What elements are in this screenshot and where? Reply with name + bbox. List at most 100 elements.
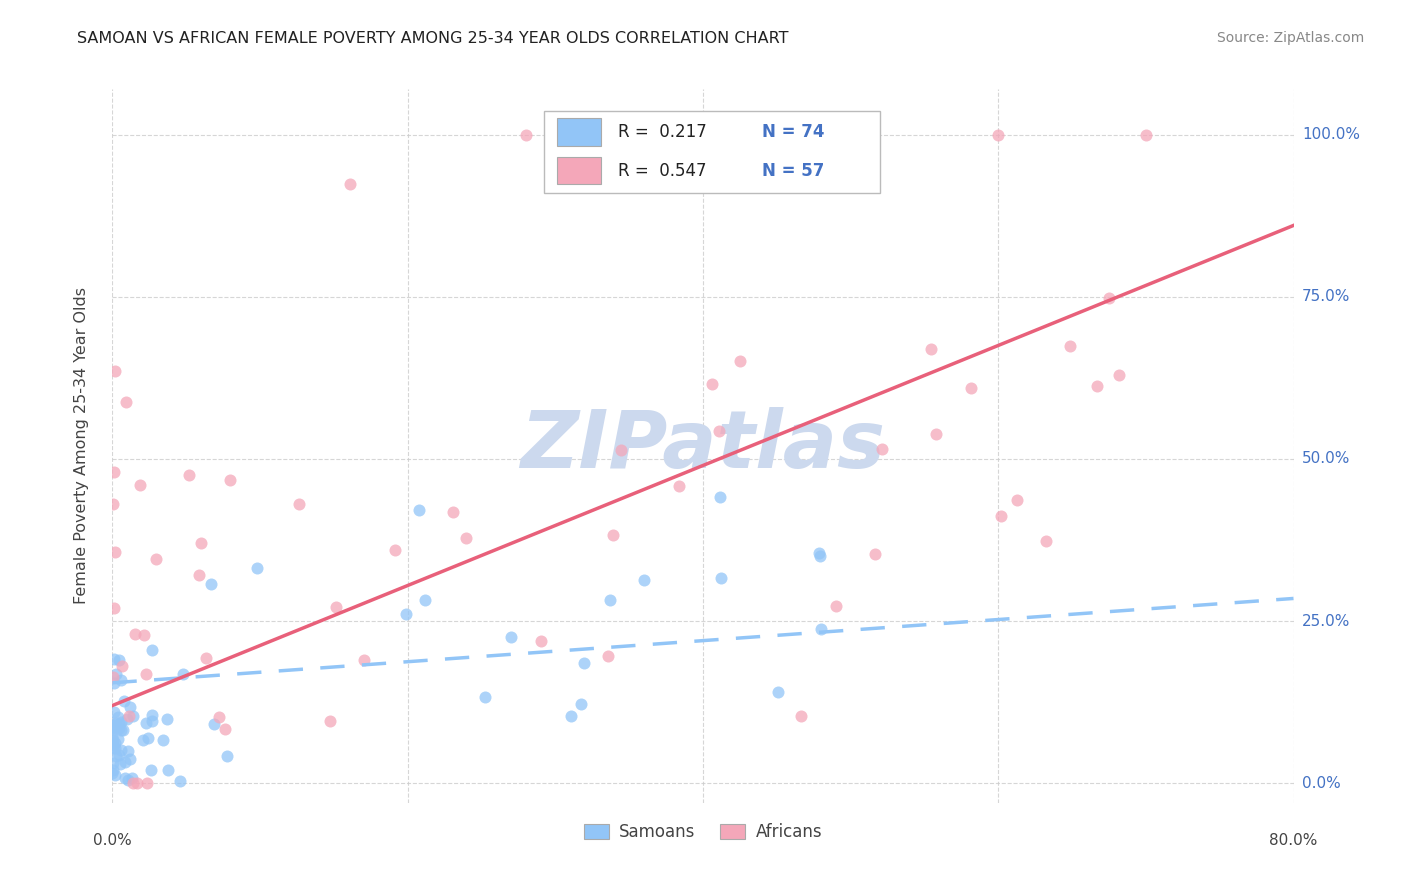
Point	[101, 740, 124, 755]
Text: 25.0%: 25.0%	[1302, 614, 1350, 629]
Point	[103, 652, 125, 666]
Point	[104, 715, 127, 730]
Point	[101, 730, 124, 744]
Point	[145, 551, 167, 566]
Point	[112, 694, 135, 708]
Point	[101, 721, 124, 735]
Point	[110, 673, 132, 687]
Point	[529, 633, 551, 648]
Point	[122, 776, 145, 790]
Point	[101, 733, 124, 747]
Point	[1135, 128, 1157, 142]
Point	[107, 721, 129, 735]
Point	[474, 690, 496, 704]
Point	[156, 712, 179, 726]
Point	[103, 705, 125, 719]
Point	[118, 752, 141, 766]
Text: SAMOAN VS AFRICAN FEMALE POVERTY AMONG 25-34 YEAR OLDS CORRELATION CHART: SAMOAN VS AFRICAN FEMALE POVERTY AMONG 2…	[77, 31, 789, 46]
Point	[152, 733, 174, 747]
Point	[136, 731, 159, 745]
Point	[101, 764, 124, 778]
Text: 0.0%: 0.0%	[93, 833, 132, 848]
Point	[325, 599, 347, 614]
Point	[125, 776, 148, 790]
Point	[107, 732, 129, 747]
Point	[825, 599, 848, 613]
Point	[1007, 492, 1029, 507]
Point	[1035, 533, 1057, 548]
Point	[807, 546, 830, 560]
Text: 0.0%: 0.0%	[1302, 776, 1340, 791]
Point	[179, 468, 201, 483]
Point	[288, 497, 311, 511]
Point	[103, 465, 125, 479]
Point	[668, 478, 690, 492]
Point	[560, 709, 582, 723]
Point	[111, 658, 134, 673]
Point	[441, 505, 464, 519]
Point	[132, 733, 155, 747]
Point	[569, 698, 592, 712]
Point	[115, 712, 138, 726]
Point	[710, 571, 733, 585]
Point	[101, 723, 124, 737]
Point	[319, 714, 342, 728]
Point	[101, 738, 124, 752]
Legend: Samoans, Africans: Samoans, Africans	[578, 817, 828, 848]
Point	[728, 353, 751, 368]
Point	[413, 592, 436, 607]
Point	[101, 766, 124, 780]
Point	[596, 648, 619, 663]
Point	[107, 710, 129, 724]
Point	[499, 630, 522, 644]
Point	[141, 643, 163, 657]
Point	[101, 497, 124, 511]
Point	[515, 128, 537, 142]
Point	[101, 669, 124, 683]
Point	[104, 768, 127, 782]
Point	[810, 622, 832, 636]
Point	[121, 771, 143, 785]
Point	[112, 723, 135, 737]
Point	[104, 364, 127, 378]
Text: 100.0%: 100.0%	[1302, 128, 1360, 142]
Point	[108, 747, 131, 762]
Point	[104, 545, 127, 559]
Point	[200, 577, 222, 591]
Point	[789, 709, 811, 723]
Text: 80.0%: 80.0%	[1270, 833, 1317, 848]
Point	[104, 736, 127, 750]
Point	[987, 128, 1010, 142]
Point	[190, 536, 212, 550]
Point	[384, 543, 406, 558]
Point	[353, 653, 375, 667]
Point	[1059, 339, 1081, 353]
Point	[135, 716, 157, 731]
Point	[990, 509, 1012, 524]
Point	[122, 709, 145, 723]
Point	[207, 710, 229, 724]
Point	[114, 771, 136, 785]
Point	[169, 774, 191, 789]
Point	[103, 719, 125, 733]
Point	[602, 527, 624, 541]
Point	[103, 601, 125, 615]
Point	[104, 740, 127, 755]
Point	[141, 714, 163, 728]
Point	[135, 666, 157, 681]
Point	[574, 657, 596, 671]
Point	[1098, 291, 1121, 305]
Point	[925, 426, 948, 441]
Text: Source: ZipAtlas.com: Source: ZipAtlas.com	[1216, 31, 1364, 45]
Point	[215, 749, 238, 764]
Point	[920, 342, 942, 356]
Point	[107, 717, 129, 731]
Point	[768, 685, 790, 699]
Point	[104, 666, 127, 681]
Point	[214, 722, 236, 736]
Y-axis label: Female Poverty Among 25-34 Year Olds: Female Poverty Among 25-34 Year Olds	[75, 287, 89, 605]
Point	[141, 708, 163, 723]
Point	[700, 377, 723, 392]
Point	[115, 395, 138, 409]
Point	[188, 567, 211, 582]
